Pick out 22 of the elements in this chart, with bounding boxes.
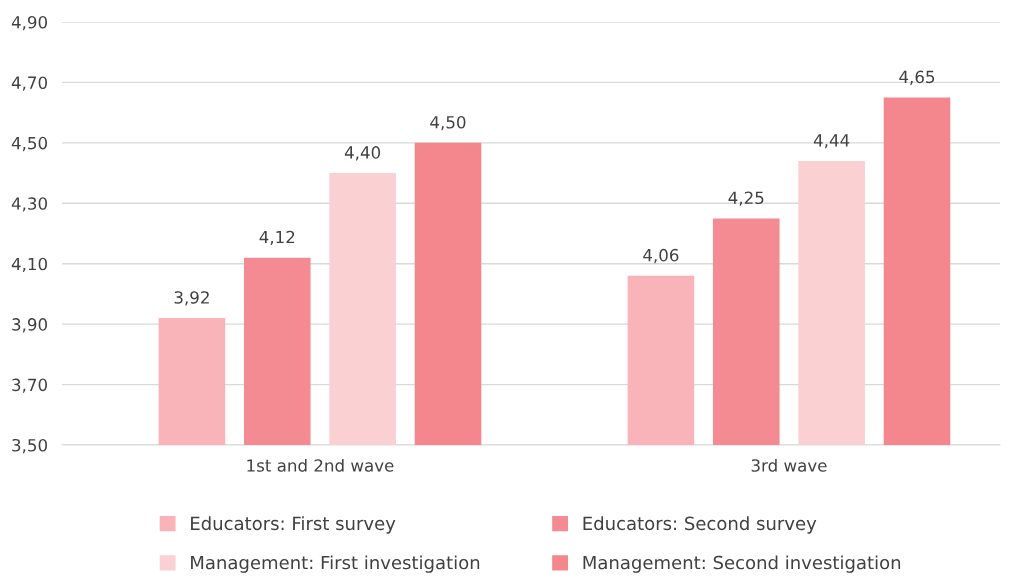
data-label: 4,40 [344, 146, 381, 161]
y-tick-label: 4,50 [11, 136, 47, 152]
y-tick-label: 3,70 [12, 378, 47, 393]
data-label: 4,50 [430, 115, 466, 131]
data-label: 4,25 [728, 191, 764, 206]
y-tick-label: 3,90 [12, 318, 47, 333]
data-label: 4,44 [813, 134, 850, 149]
legend-label: Educators: Second survey [583, 516, 817, 534]
x-tick-label: 1st and 2nd wave [247, 458, 394, 472]
y-tick-label: 4,10 [11, 257, 47, 272]
data-label: 4,12 [259, 230, 295, 246]
legend-label: Educators: First survey [191, 516, 396, 534]
y-tick-label: 4,70 [11, 76, 47, 91]
y-tick-label: 3,50 [12, 438, 47, 454]
x-tick-label: 3rd wave [751, 458, 827, 472]
y-tick-label: 4,90 [11, 15, 47, 31]
y-tick-label: 4,30 [11, 197, 47, 212]
data-label: 3,92 [174, 291, 209, 306]
legend-label: Management: Second investigation [583, 555, 901, 573]
data-label: 4,06 [643, 248, 679, 264]
legend-label: Management: First investigation [191, 555, 480, 573]
data-label: 4,65 [899, 70, 935, 85]
